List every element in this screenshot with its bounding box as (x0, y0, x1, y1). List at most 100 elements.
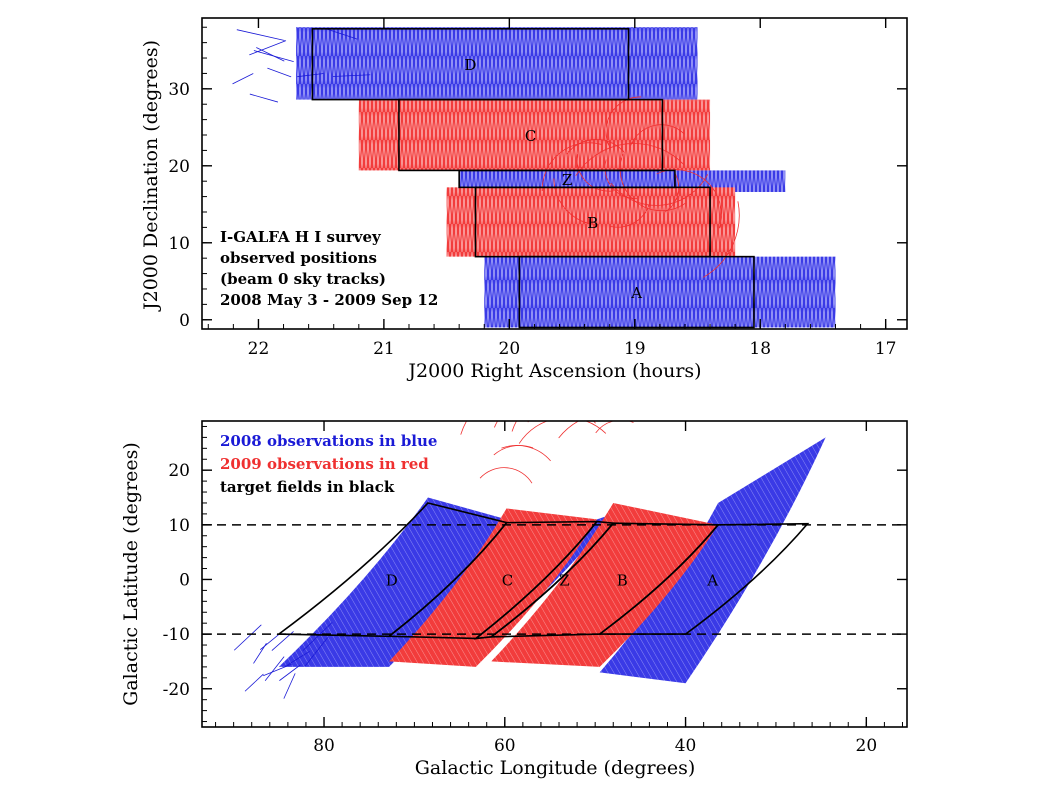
bottom-track-line (253, 643, 267, 664)
bottom-field-label-B: B (617, 571, 628, 589)
top-track-arc (553, 178, 597, 226)
top-track-line (332, 74, 371, 77)
top-track-arc (619, 154, 686, 212)
bottom-plot-frame (201, 420, 908, 728)
top-field-label-B: B (587, 214, 598, 232)
bottom-region-2008-A (599, 437, 826, 684)
top-region-2009-1 (446, 187, 736, 257)
annotation-line-3: (beam 0 sky tracks) (220, 270, 386, 288)
top-track-line (267, 67, 292, 78)
bottom-track-arc (460, 421, 468, 435)
bottom-track-arc (494, 421, 499, 428)
bottom-x-tick-label: 40 (675, 736, 697, 756)
bottom-field-label-A: A (706, 571, 718, 589)
bottom-track-line (264, 656, 285, 681)
bottom-track-line (279, 664, 301, 681)
bottom-track-arc (488, 394, 551, 406)
bottom-panel: D C Z B A 80 60 40 20 -20 -10 0 10 20 Galactic Long… (120, 386, 908, 779)
bottom-track-line (263, 663, 292, 677)
bottom-region-2009-C (389, 508, 597, 667)
top-track-arc (605, 96, 642, 149)
top-track-arc (576, 154, 615, 192)
bottom-x-tick-label: 20 (856, 736, 878, 756)
bottom-track-line (283, 673, 296, 699)
bottom-track-arc (462, 386, 546, 407)
top-region-2008-2 (484, 256, 836, 328)
top-region-2009-0 (358, 99, 711, 171)
top-field-label-C: C (525, 127, 536, 145)
top-region-2008-0 (296, 27, 698, 100)
bottom-track-line (233, 624, 262, 651)
top-plot-area: D C Z B A (232, 27, 836, 329)
top-track-arc (541, 142, 603, 192)
top-track-arc (566, 139, 625, 155)
bottom-region-2008-D (278, 497, 507, 667)
annotation-line-1: I-GALFA H I survey (220, 228, 382, 246)
legend-entry-2008: 2008 observations in blue (220, 432, 437, 450)
top-field-label-D: D (464, 56, 476, 74)
top-track-line (236, 29, 285, 41)
bottom-y-tick-label: 0 (179, 570, 190, 590)
bottom-track-arc (527, 421, 530, 423)
bottom-track-arc (511, 421, 518, 432)
bottom-y-tick-label: 10 (168, 516, 190, 536)
bottom-track-arc (518, 421, 607, 444)
top-x-tick-label: 22 (248, 339, 270, 359)
top-track-arc (702, 201, 740, 278)
top-y-tick-label: 10 (168, 234, 190, 254)
top-x-tick-label: 17 (875, 339, 897, 359)
survey-annotation: I-GALFA H I survey observed positions (b… (220, 228, 438, 309)
bottom-y-tick-label: -20 (163, 680, 190, 700)
bottom-region-2009-B (491, 502, 719, 667)
bottom-track-arc (501, 445, 551, 462)
top-x-tick-label: 21 (373, 339, 395, 359)
bottom-track-arc (558, 421, 580, 439)
bottom-x-axis-label: Galactic Longitude (degrees) (415, 757, 696, 779)
bottom-x-tick-label: 60 (494, 736, 516, 756)
bottom-track-arc (479, 467, 533, 484)
top-track-line (253, 50, 294, 62)
bottom-track-line (284, 650, 310, 667)
top-track-line (249, 93, 279, 103)
bottom-y-axis-label: Galactic Latitude (degrees) (120, 442, 142, 706)
top-track-line (323, 27, 358, 40)
top-y-tick-label: 20 (168, 157, 190, 177)
top-track-line (297, 73, 324, 78)
top-plot-frame (201, 17, 908, 330)
bottom-track-line (304, 637, 329, 667)
bottom-field-label-D: D (386, 571, 398, 589)
bottom-y-tick-label: -10 (163, 625, 190, 645)
legend: 2008 observations in blue 2009 observati… (220, 432, 437, 496)
bottom-x-tick-label: 80 (313, 736, 335, 756)
legend-entry-2009: 2009 observations in red (220, 455, 429, 473)
bottom-track-line (302, 622, 333, 651)
top-track-line (256, 47, 285, 62)
top-track-arc (609, 190, 652, 228)
top-track-line (249, 40, 287, 56)
bottom-field-label-C: C (502, 571, 513, 589)
top-y-tick-label: 30 (168, 80, 190, 100)
top-track-line (232, 73, 254, 85)
top-y-axis-label: J2000 Declination (degrees) (140, 40, 162, 312)
annotation-line-4: 2008 May 3 - 2009 Sep 12 (220, 291, 438, 309)
bottom-track-arc (565, 388, 636, 417)
top-field-label-Z: Z (562, 171, 572, 189)
top-x-tick-label: 20 (499, 339, 521, 359)
top-field-A (518, 255, 755, 329)
top-panel: D C Z B A 22 21 20 19 18 17 0 10 20 30 J2000 Right A… (140, 17, 908, 382)
top-track-arc (664, 174, 680, 213)
bottom-field-label-Z: Z (559, 571, 569, 589)
top-track-arc (630, 124, 685, 146)
top-field-label-A: A (630, 284, 642, 302)
top-x-axis-label: J2000 Right Ascension (hours) (406, 360, 701, 382)
bottom-track-line (244, 673, 264, 692)
bottom-track-arc (595, 421, 634, 434)
top-y-tick-label: 0 (179, 311, 190, 331)
bottom-field-A (597, 522, 810, 635)
top-x-tick-label: 18 (749, 339, 771, 359)
annotation-line-2: observed positions (220, 249, 377, 267)
top-track-arc (575, 143, 685, 177)
bottom-y-tick-label: 20 (168, 461, 190, 481)
